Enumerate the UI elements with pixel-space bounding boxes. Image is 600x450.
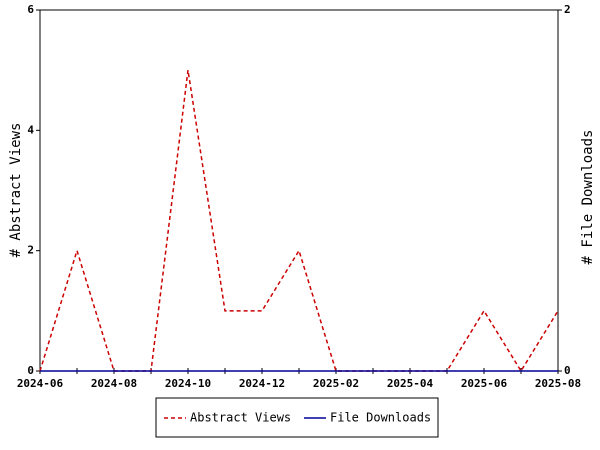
x-tick-label: 2025-06 (461, 377, 508, 390)
legend-label: Abstract Views (190, 411, 291, 425)
x-tick-label: 2025-04 (387, 377, 434, 390)
x-tick-label: 2025-08 (535, 377, 581, 390)
x-tick-label: 2024-10 (165, 377, 211, 390)
legend-box (155, 397, 439, 438)
y-axis-title: # Abstract Views (8, 123, 24, 258)
y2-tick-label: 0 (564, 364, 571, 377)
y-tick-label: 2 (27, 244, 34, 257)
plot-frame (39, 9, 559, 372)
y-tick-label: 0 (27, 364, 34, 377)
x-tick-label: 2024-06 (17, 377, 64, 390)
x-tick-label: 2024-12 (239, 377, 285, 390)
x-tick-label: 2025-02 (313, 377, 359, 390)
y2-tick-label: 2 (564, 3, 571, 16)
series-line (39, 70, 559, 373)
y2-axis-title: # File Downloads (580, 130, 596, 265)
x-tick-label: 2024-08 (91, 377, 137, 390)
legend-label: File Downloads (330, 411, 431, 425)
y-tick-label: 6 (27, 3, 34, 16)
y-tick-label: 4 (27, 123, 34, 136)
